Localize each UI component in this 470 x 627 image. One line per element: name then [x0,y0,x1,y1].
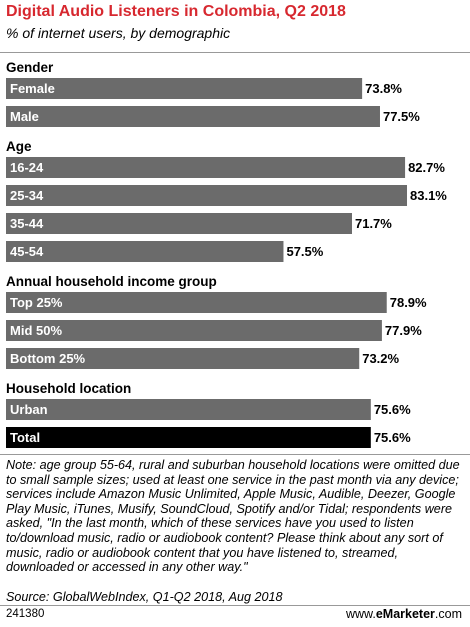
chart-title: Digital Audio Listeners in Colombia, Q2 … [6,3,346,20]
chart-subtitle: % of internet users, by demographic [6,25,231,41]
bar-chart: Gender Female 73.8% Male 77.5% Age 16-24 82.7% 2… [6,60,447,448]
brand-prefix: www. [345,607,376,621]
bar-category-label: Male [10,109,39,124]
bar-category-label: Bottom 25% [10,351,86,366]
brand-name: eMarketer [375,607,435,621]
bar-category-label: 25-34 [10,188,44,203]
bar [6,399,371,420]
bar-value-label: 82.7% [408,160,445,175]
bar [6,185,408,206]
bar-value-label: 77.9% [385,323,422,338]
bar [6,348,360,369]
bottom-divider [0,454,470,455]
bar [6,157,406,178]
chart-source: Source: GlobalWebIndex, Q1-Q2 2018, Aug … [6,590,283,604]
group-label: Household location [6,381,131,396]
bar-value-label: 83.1% [410,188,447,203]
bar-category-label: Total [10,430,40,445]
bar [6,292,387,313]
bar [6,320,382,341]
bar-category-label: Top 25% [10,295,63,310]
bar-category-label: 45-54 [10,244,44,259]
bar-value-label: 75.6% [374,430,411,445]
bar [6,241,284,262]
brand-link[interactable]: www.eMarketer.com [346,607,462,621]
bar-category-label: 16-24 [10,160,44,175]
chart-id: 241380 [6,608,45,620]
footer-divider [0,605,470,606]
bar-value-label: 57.5% [286,244,323,259]
bar-value-label: 78.9% [390,295,427,310]
bar [6,213,352,234]
group-label: Age [6,139,32,154]
bar-value-label: 75.6% [374,402,411,417]
bar-value-label: 73.2% [362,351,399,366]
bar-value-label: 77.5% [383,109,420,124]
brand-suffix: .com [434,607,462,621]
bar [6,427,371,448]
top-divider [0,52,470,53]
chart-note: Note: age group 55-64, rural and suburba… [6,458,460,575]
bar-value-label: 73.8% [365,81,402,96]
bar [6,78,363,99]
bar [6,106,380,127]
bar-category-label: 35-44 [10,216,44,231]
bar-value-label: 71.7% [355,216,392,231]
group-label: Annual household income group [6,274,217,289]
bar-category-label: Mid 50% [10,323,62,338]
bar-category-label: Female [10,81,55,96]
group-label: Gender [6,60,54,75]
bar-category-label: Urban [10,402,48,417]
